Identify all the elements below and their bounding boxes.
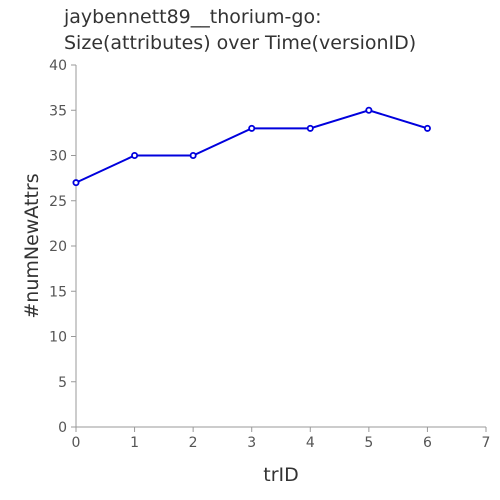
chart-title-line-2: Size(attributes) over Time(versionID) bbox=[64, 32, 417, 54]
chart-title-line-1: jaybennett89__thorium-go: bbox=[64, 6, 322, 28]
series-group bbox=[72, 106, 431, 187]
x-axis-ticks: 0 1 2 3 4 5 6 7 bbox=[72, 427, 491, 451]
y-tick-label: 30 bbox=[49, 149, 67, 165]
y-tick-label: 5 bbox=[58, 375, 67, 391]
x-tick-label: 2 bbox=[189, 435, 198, 451]
x-tick-label: 3 bbox=[247, 435, 256, 451]
x-tick-label: 4 bbox=[306, 435, 315, 451]
x-tick-label: 7 bbox=[482, 435, 491, 451]
x-tick-label: 0 bbox=[72, 435, 81, 451]
chart-axes bbox=[75, 65, 486, 428]
y-tick-label: 25 bbox=[49, 194, 67, 210]
data-point bbox=[365, 106, 373, 114]
x-tick-label: 6 bbox=[423, 435, 432, 451]
y-axis-ticks: 0 5 10 15 20 25 30 35 40 bbox=[49, 58, 76, 436]
data-point bbox=[423, 124, 431, 132]
y-tick-label: 40 bbox=[49, 58, 67, 74]
x-tick-label: 5 bbox=[364, 435, 373, 451]
y-tick-label: 0 bbox=[58, 420, 67, 436]
data-point bbox=[131, 151, 139, 159]
data-point bbox=[72, 179, 80, 187]
x-tick-label: 1 bbox=[130, 435, 139, 451]
data-point bbox=[306, 124, 314, 132]
series-line bbox=[75, 109, 428, 184]
y-tick-label: 10 bbox=[49, 330, 67, 346]
y-tick-label: 15 bbox=[49, 284, 67, 300]
y-tick-label: 35 bbox=[49, 103, 67, 119]
x-axis-title: trID bbox=[263, 464, 299, 486]
data-point bbox=[248, 124, 256, 132]
data-point bbox=[189, 151, 197, 159]
y-tick-label: 20 bbox=[49, 239, 67, 255]
y-axis-title: #numNewAttrs bbox=[21, 173, 43, 318]
